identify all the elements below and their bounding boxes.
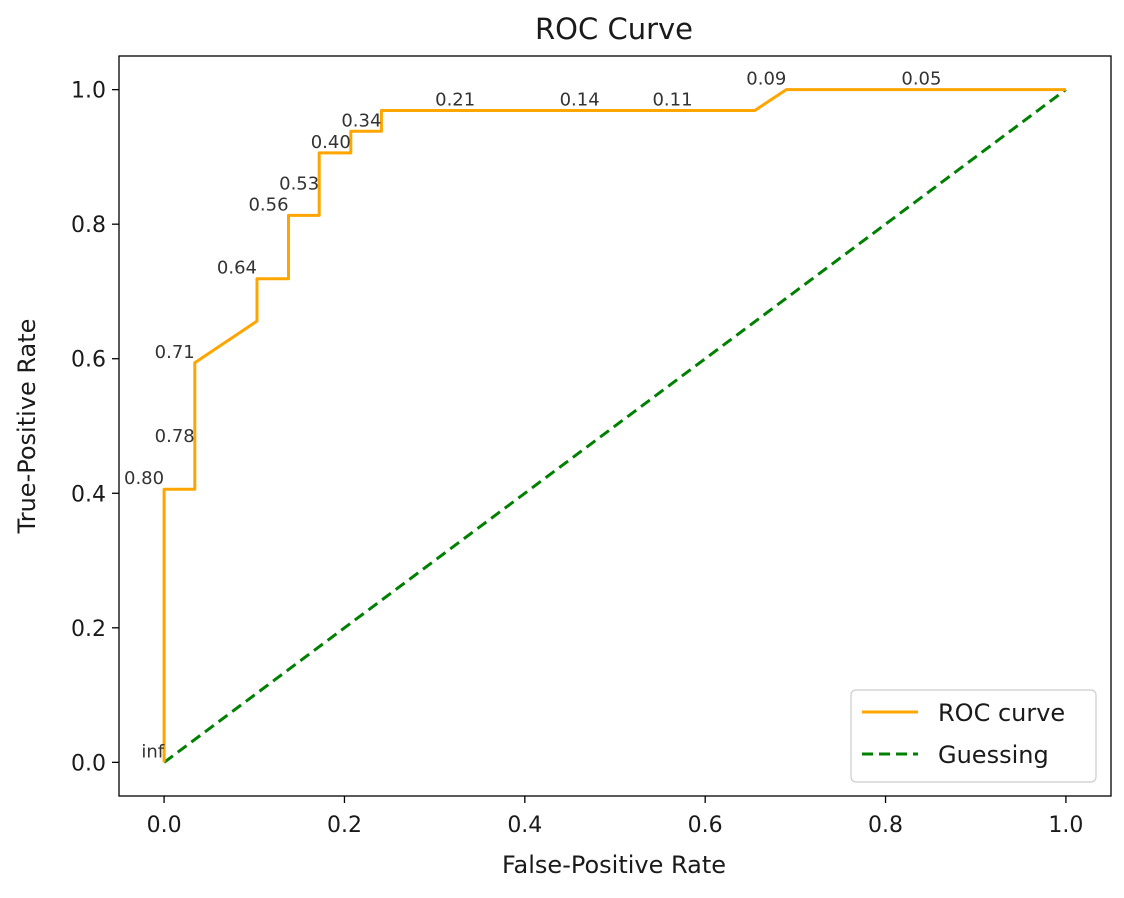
legend: ROC curve Guessing xyxy=(850,689,1097,783)
threshold-label: 0.56 xyxy=(248,194,288,215)
legend-label-guessing: Guessing xyxy=(938,741,1049,769)
x-tick-label: 0.6 xyxy=(688,813,723,838)
chart-title: ROC Curve xyxy=(535,12,693,46)
series-line-roc-curve xyxy=(162,88,1066,763)
y-tick-label: 0.0 xyxy=(71,751,106,776)
threshold-label: 0.40 xyxy=(311,132,351,153)
y-tick-label: 0.6 xyxy=(71,348,106,373)
threshold-label: 0.05 xyxy=(901,69,941,90)
y-tick-label: 0.2 xyxy=(71,617,106,642)
y-axis-label: True-Positive Rate xyxy=(13,319,41,535)
series-line-guessing xyxy=(163,88,1067,764)
threshold-label: 0.14 xyxy=(560,89,600,110)
threshold-label: 0.21 xyxy=(435,89,475,110)
y-tick-label: 0.8 xyxy=(71,213,106,238)
threshold-label: 0.64 xyxy=(217,258,257,279)
x-tick-label: 0.0 xyxy=(147,813,182,838)
x-tick-label: 0.2 xyxy=(327,813,362,838)
x-axis-label: False-Positive Rate xyxy=(502,851,726,879)
x-tick-label: 0.8 xyxy=(868,813,903,838)
threshold-label: 0.80 xyxy=(124,468,164,489)
y-tick-label: 1.0 xyxy=(71,79,106,104)
legend-label-roc-curve: ROC curve xyxy=(938,699,1065,727)
threshold-label: inf xyxy=(141,741,164,762)
threshold-label: 0.53 xyxy=(279,174,319,195)
x-tick-label: 1.0 xyxy=(1048,813,1083,838)
threshold-label: 0.34 xyxy=(341,110,381,131)
threshold-label: 0.11 xyxy=(652,89,692,110)
x-tick-label: 0.4 xyxy=(507,813,542,838)
threshold-label: 0.71 xyxy=(155,342,195,363)
y-tick-label: 0.4 xyxy=(71,482,106,507)
plot-area-frame xyxy=(118,55,1112,797)
threshold-label: 0.09 xyxy=(746,69,786,90)
threshold-label: 0.78 xyxy=(155,426,195,447)
